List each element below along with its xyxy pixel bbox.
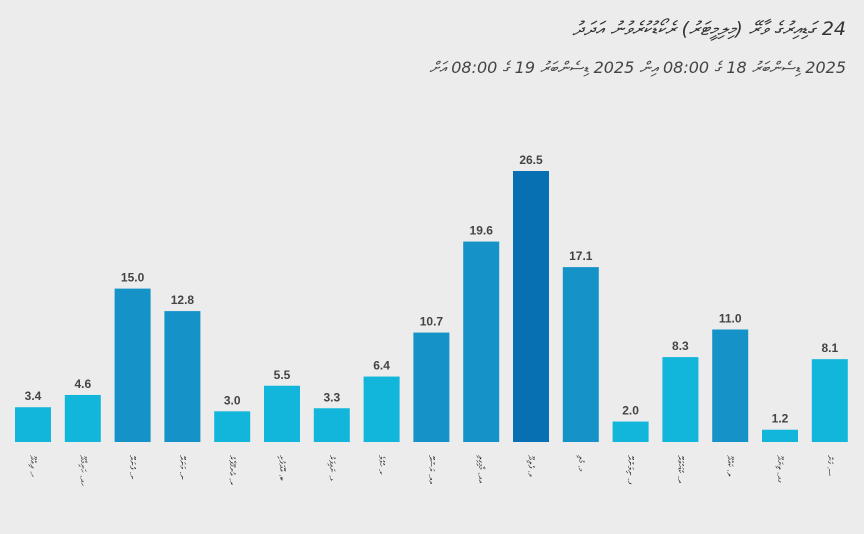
data-label: 10.7 xyxy=(420,315,444,329)
category-label: ޅ. ނައިފަރު xyxy=(327,455,336,482)
category-label: ށ. ފުނަދޫ xyxy=(128,455,137,479)
bar xyxy=(463,241,500,442)
data-label: 8.3 xyxy=(672,339,689,353)
category-label: ގދ. ތިނަދޫ xyxy=(776,455,785,483)
category-label: ބ. އޭދަފުށި xyxy=(278,455,287,481)
category-label: މ. މުލި xyxy=(576,455,585,472)
bar xyxy=(413,332,450,442)
category-label: ކ. ހުޅުލެ xyxy=(377,455,386,475)
bar xyxy=(264,385,300,442)
bar xyxy=(64,394,101,442)
category-label: ވ. ފެލިދޫ xyxy=(527,455,536,477)
chart-title: 24 ގަޑިއިރުގެ ވާރޭ (މިލިމީޓަރު) ރެކޯޑުކު… xyxy=(572,18,846,40)
category-label: ހ. ދިއްދޫ xyxy=(29,455,38,477)
data-label: 3.4 xyxy=(25,389,42,403)
data-label: 11.0 xyxy=(719,312,742,326)
bar xyxy=(612,421,649,442)
bar xyxy=(313,408,350,442)
bar xyxy=(762,429,798,442)
bar xyxy=(15,407,51,442)
data-label: 26.5 xyxy=(519,153,543,167)
category-label: ސ. ގަން xyxy=(825,455,834,476)
data-label: 19.6 xyxy=(470,224,494,238)
data-label: 4.6 xyxy=(74,377,91,391)
bar xyxy=(562,267,599,442)
bar xyxy=(662,357,699,442)
bar xyxy=(811,359,848,442)
bar xyxy=(363,376,400,442)
category-label: ހދ. ހަނިމާދޫ xyxy=(78,455,87,486)
data-label: 1.2 xyxy=(772,412,789,426)
data-label: 3.0 xyxy=(224,393,241,407)
data-label: 12.8 xyxy=(171,293,195,307)
category-label: ނ. މަނަދޫ xyxy=(178,455,187,480)
data-label: 8.1 xyxy=(821,341,838,355)
data-label: 15.0 xyxy=(121,271,145,285)
category-label: އދ. މާމިގިލި xyxy=(477,455,486,483)
bar xyxy=(513,171,549,442)
data-label: 5.5 xyxy=(274,368,291,382)
category-label: ރ. އުނގޫފާރު xyxy=(228,455,237,485)
bar xyxy=(164,311,201,442)
data-label: 3.3 xyxy=(323,390,340,404)
bar xyxy=(214,411,251,442)
bar xyxy=(712,329,749,442)
chart-subtitle: 2025 ޑިސެންބަރު 18 ގެ 08:00 އިން 2025 ޑި… xyxy=(429,58,846,77)
bar xyxy=(114,288,151,442)
data-label: 2.0 xyxy=(622,404,639,418)
category-label: ފ. ނިލަންދޫ xyxy=(626,455,635,484)
category-label: ލ. ކައްދޫ xyxy=(726,455,735,477)
category-label: ދ. ކުޑަހުވަދޫ xyxy=(676,455,685,483)
data-label: 6.4 xyxy=(373,359,390,373)
data-label: 17.1 xyxy=(569,249,593,263)
category-label: އއ. ރަސްދޫ xyxy=(427,455,436,484)
